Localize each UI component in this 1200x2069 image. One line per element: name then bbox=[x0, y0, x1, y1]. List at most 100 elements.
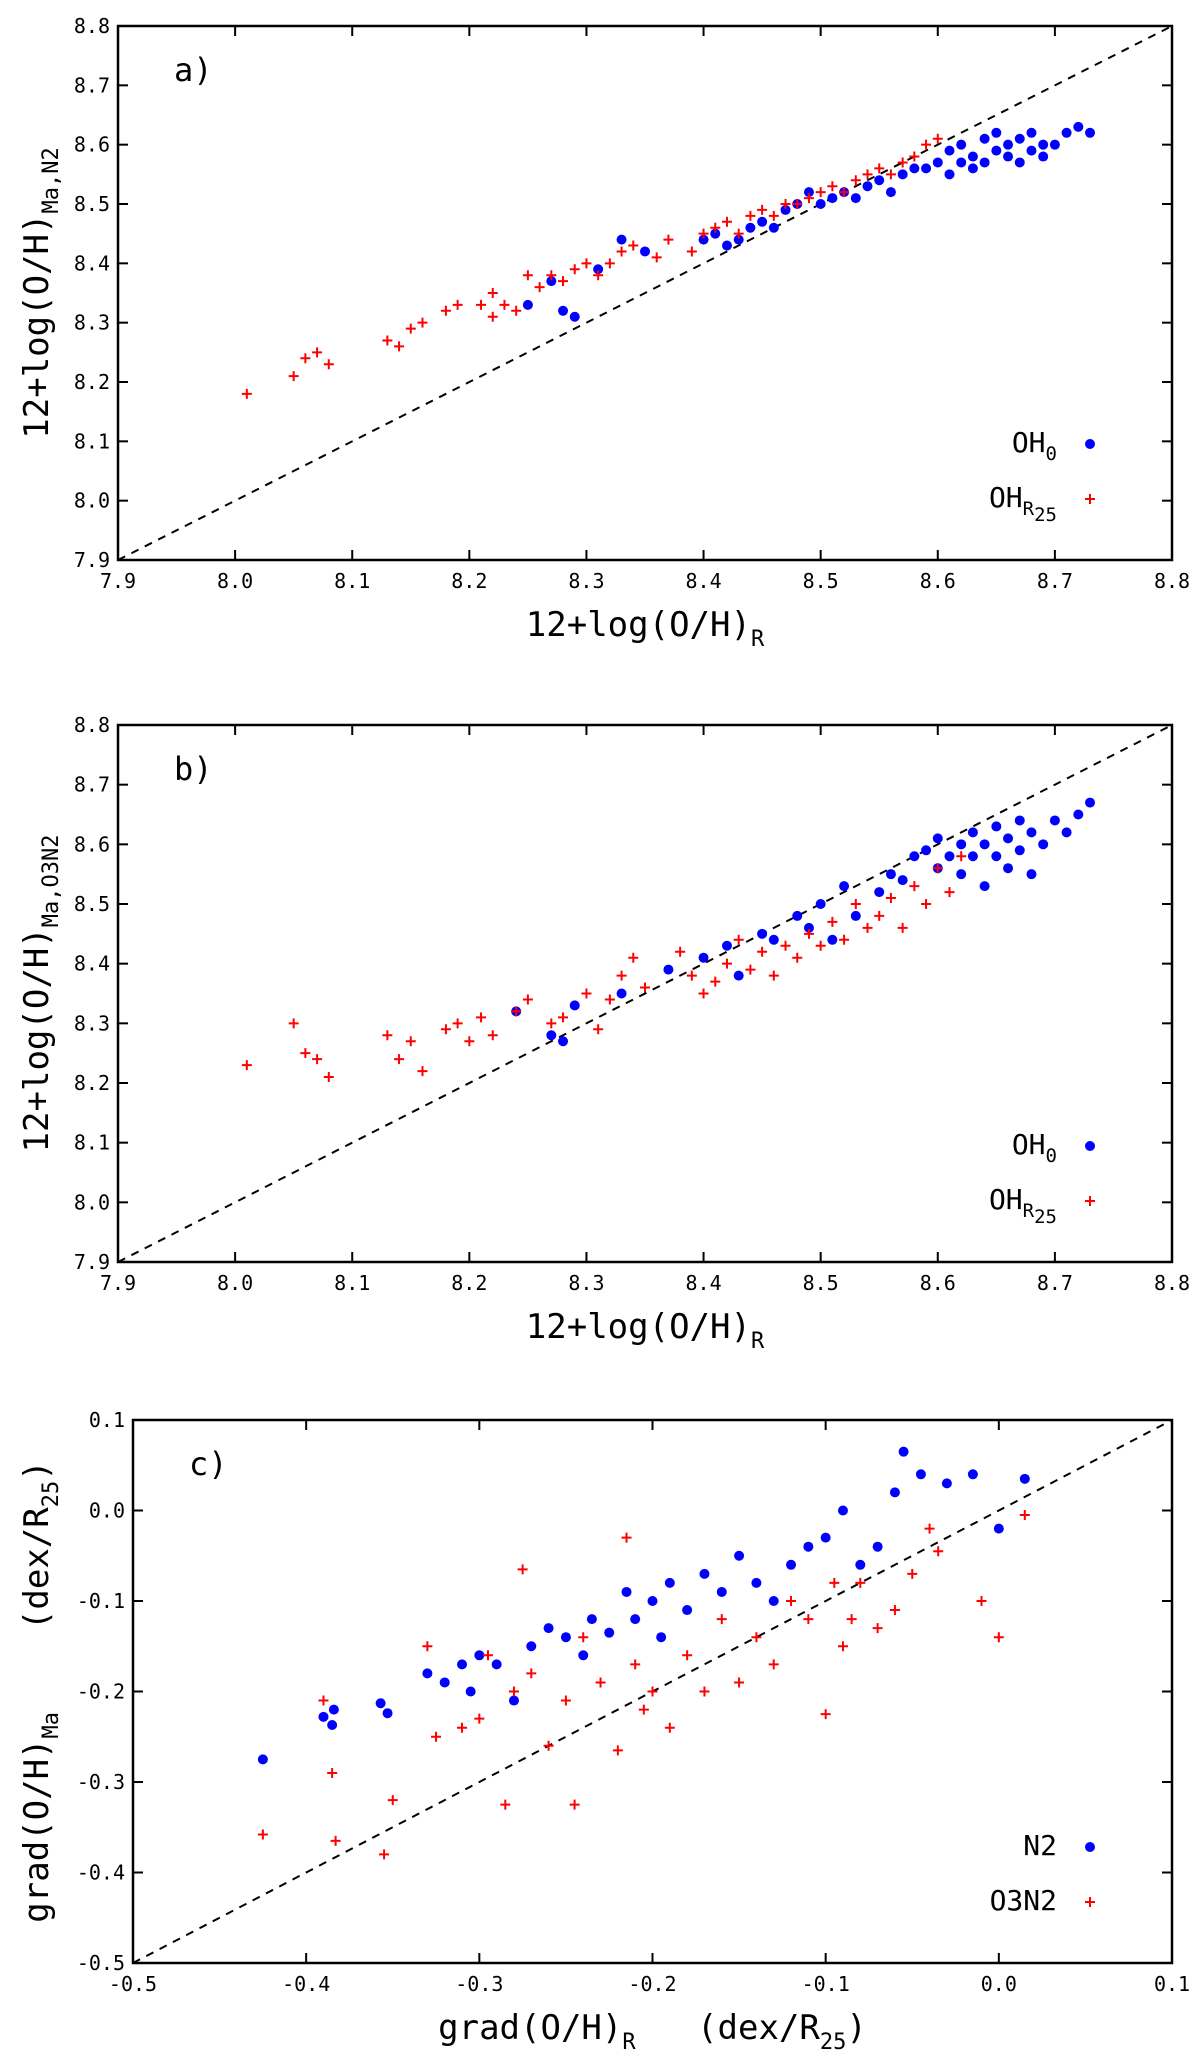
data-point bbox=[716, 1586, 727, 1597]
y-tick-label: 8.0 bbox=[74, 489, 110, 513]
data-point bbox=[768, 970, 779, 981]
data-point bbox=[522, 299, 533, 310]
y-tick-label: 7.9 bbox=[74, 1250, 110, 1274]
y-axis-label: 12+log(O/H)Ma,O3N2 bbox=[17, 835, 64, 1153]
legend-main: OH bbox=[1012, 426, 1046, 459]
x-tick-label: 8.4 bbox=[685, 569, 721, 593]
data-point bbox=[932, 157, 943, 168]
data-point bbox=[1019, 1510, 1030, 1521]
data-point bbox=[1019, 1473, 1030, 1484]
data-point bbox=[839, 187, 850, 198]
data-point bbox=[656, 1632, 667, 1643]
data-point bbox=[288, 371, 299, 382]
data-point bbox=[312, 347, 323, 358]
y-axis-unit-close: ) bbox=[17, 1460, 57, 1480]
data-point bbox=[815, 940, 826, 951]
y-tick-label: 8.8 bbox=[74, 14, 110, 38]
data-point bbox=[768, 1659, 779, 1670]
data-point bbox=[621, 1532, 632, 1543]
data-point bbox=[967, 827, 978, 838]
data-point bbox=[921, 845, 932, 856]
reference-line-y-equals-x bbox=[117, 724, 1173, 1263]
data-point bbox=[487, 1030, 498, 1041]
data-point bbox=[956, 839, 967, 850]
x-tick-label: 8.4 bbox=[685, 1271, 721, 1295]
data-point bbox=[1026, 869, 1037, 880]
data-point bbox=[716, 1614, 727, 1625]
legend-main: OH bbox=[989, 1183, 1023, 1216]
data-point bbox=[387, 1795, 398, 1806]
data-point bbox=[721, 958, 732, 969]
data-point bbox=[405, 1036, 416, 1047]
data-point bbox=[318, 1695, 329, 1706]
data-point bbox=[932, 863, 943, 874]
panel-label: b) bbox=[174, 750, 213, 788]
y-tick-label: 8.6 bbox=[74, 133, 110, 157]
data-point bbox=[991, 851, 1002, 862]
data-point bbox=[543, 1623, 554, 1634]
x-axis-unit-close: ) bbox=[846, 2008, 866, 2048]
data-point bbox=[885, 187, 896, 198]
y-tick-label: 8.7 bbox=[74, 73, 110, 97]
data-point bbox=[474, 1650, 485, 1661]
data-point bbox=[616, 234, 627, 245]
data-point bbox=[1073, 121, 1084, 132]
data-point bbox=[546, 270, 557, 281]
y-tick-label: 0.0 bbox=[89, 1499, 125, 1523]
data-point bbox=[440, 1024, 451, 1035]
x-axis-label: 12+log(O/H)R bbox=[526, 1307, 765, 1354]
data-point bbox=[792, 199, 803, 209]
data-point bbox=[745, 210, 756, 221]
data-point bbox=[885, 893, 896, 904]
data-point bbox=[889, 1487, 900, 1498]
data-point bbox=[874, 910, 885, 921]
data-point bbox=[382, 1030, 393, 1041]
data-point bbox=[921, 139, 932, 150]
data-point bbox=[839, 881, 850, 892]
data-point bbox=[604, 258, 615, 269]
x-tick-label: -0.1 bbox=[802, 1972, 850, 1996]
data-point bbox=[698, 228, 709, 239]
data-point bbox=[829, 1577, 840, 1588]
data-point bbox=[405, 323, 416, 334]
data-point bbox=[839, 934, 850, 945]
data-point bbox=[967, 1469, 978, 1480]
data-point bbox=[874, 163, 885, 174]
data-point bbox=[874, 887, 885, 898]
data-point bbox=[452, 1018, 463, 1029]
data-point bbox=[820, 1532, 831, 1543]
data-point bbox=[792, 910, 803, 921]
data-point bbox=[558, 305, 569, 316]
y-tick-label: 8.2 bbox=[74, 1071, 110, 1095]
data-point bbox=[710, 228, 721, 239]
data-point bbox=[682, 1605, 693, 1616]
y-tick-label: -0.3 bbox=[77, 1770, 125, 1794]
data-point bbox=[855, 1577, 866, 1588]
legend-sub: 0 bbox=[1046, 443, 1057, 465]
data-point bbox=[780, 940, 791, 951]
data-point bbox=[593, 264, 604, 275]
data-point bbox=[699, 1568, 710, 1579]
data-point bbox=[682, 1650, 693, 1661]
data-point bbox=[522, 270, 533, 281]
legend-label: N2 bbox=[1023, 1829, 1057, 1862]
series-OHR25 bbox=[241, 851, 967, 1083]
x-tick-label: 7.9 bbox=[100, 1271, 136, 1295]
data-point bbox=[780, 204, 791, 215]
legend-label: OHR25 bbox=[989, 1183, 1057, 1228]
legend-subsub: 25 bbox=[1034, 1206, 1057, 1228]
legend-main: OH bbox=[1012, 1128, 1046, 1161]
data-point bbox=[991, 145, 1002, 156]
data-point bbox=[546, 276, 557, 287]
data-point bbox=[323, 359, 334, 370]
y-tick-label: -0.5 bbox=[77, 1951, 125, 1975]
x-tick-label: 8.0 bbox=[217, 569, 253, 593]
data-point bbox=[330, 1835, 341, 1846]
data-point bbox=[382, 1708, 393, 1719]
data-point bbox=[534, 282, 545, 293]
data-point bbox=[803, 187, 814, 198]
data-point bbox=[1003, 833, 1014, 844]
data-point bbox=[457, 1659, 468, 1670]
data-point bbox=[885, 169, 896, 180]
data-point bbox=[491, 1659, 502, 1670]
